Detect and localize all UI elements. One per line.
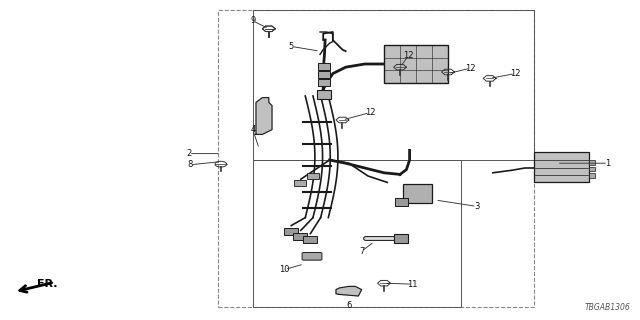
Bar	[394, 234, 408, 243]
Polygon shape	[256, 98, 272, 134]
Bar	[318, 71, 330, 78]
Bar	[303, 236, 317, 243]
Text: 12: 12	[510, 69, 520, 78]
Bar	[589, 167, 595, 171]
Text: 12: 12	[465, 64, 476, 73]
Bar	[294, 180, 306, 186]
Bar	[307, 173, 319, 179]
Text: 3: 3	[474, 202, 479, 211]
Text: 2: 2	[186, 149, 191, 158]
Bar	[284, 228, 298, 235]
Bar	[589, 173, 595, 178]
Text: FR.: FR.	[37, 279, 58, 289]
Bar	[403, 184, 432, 203]
Text: 7: 7	[359, 247, 364, 256]
Bar	[318, 63, 330, 70]
Text: 12: 12	[403, 52, 413, 60]
Text: 11: 11	[408, 280, 418, 289]
Text: 1: 1	[605, 159, 611, 168]
Text: 10: 10	[280, 265, 290, 274]
Text: 4: 4	[250, 125, 255, 134]
Text: 8: 8	[188, 160, 193, 169]
FancyBboxPatch shape	[302, 252, 322, 260]
Polygon shape	[336, 286, 362, 296]
Text: 9: 9	[250, 16, 255, 25]
Text: 12: 12	[365, 108, 375, 117]
Text: TBGAB1306: TBGAB1306	[585, 303, 630, 312]
Bar	[534, 152, 589, 182]
Text: 6: 6	[346, 301, 351, 310]
Bar	[317, 90, 331, 99]
Bar	[293, 233, 307, 240]
Bar	[395, 198, 408, 206]
Bar	[318, 79, 330, 86]
Text: 5: 5	[289, 42, 294, 51]
Bar	[384, 45, 448, 83]
Bar	[589, 160, 595, 165]
